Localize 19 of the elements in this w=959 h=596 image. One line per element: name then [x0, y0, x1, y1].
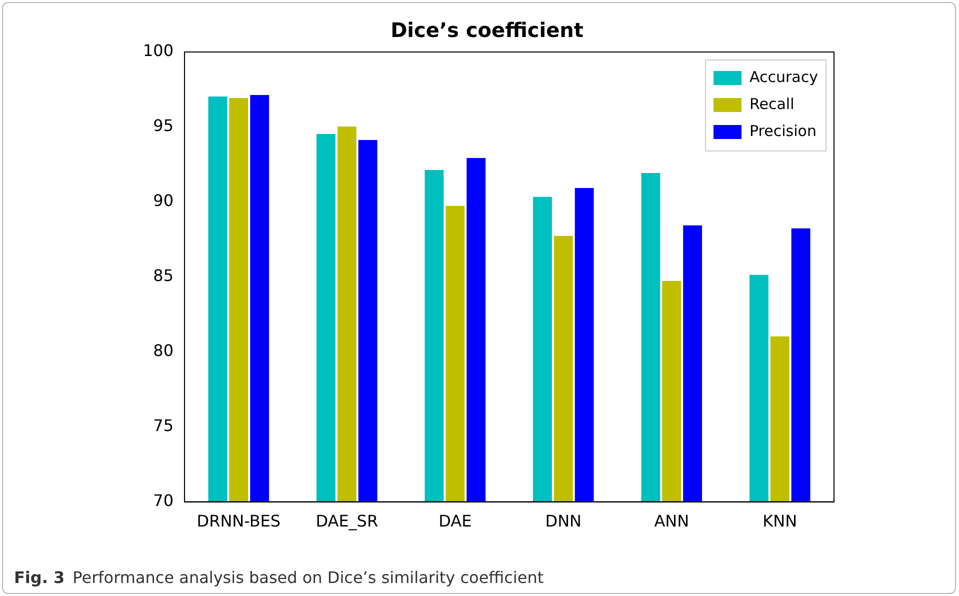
x-tick-label: DAE_SR — [316, 512, 378, 531]
text: Performance analysis based on Dice’s similarity coefficient — [72, 568, 544, 587]
y-tick-label: 95 — [153, 116, 174, 136]
x-tick-label: DAE — [438, 512, 472, 531]
chart-title: Dice’s coefficient — [390, 18, 584, 42]
y-tick-label: 100 — [142, 41, 174, 60]
y-tick-label: 80 — [153, 341, 174, 360]
caption: Fig. 3 — [14, 568, 65, 587]
legend-label: Accuracy — [750, 68, 818, 86]
y-tick-label: 75 — [153, 416, 174, 435]
x-tick-label: ANN — [654, 512, 690, 531]
y-tick-label: 70 — [153, 490, 174, 510]
x-tick-label: KNN — [762, 512, 798, 531]
x-tick-label: DNN — [545, 512, 582, 531]
y-tick-label: 90 — [153, 191, 174, 210]
x-tick-label: DRNN-BES — [196, 512, 281, 531]
y-tick-label: 85 — [153, 266, 174, 286]
legend-label: Precision — [750, 122, 816, 140]
legend-label: Recall — [750, 94, 794, 113]
